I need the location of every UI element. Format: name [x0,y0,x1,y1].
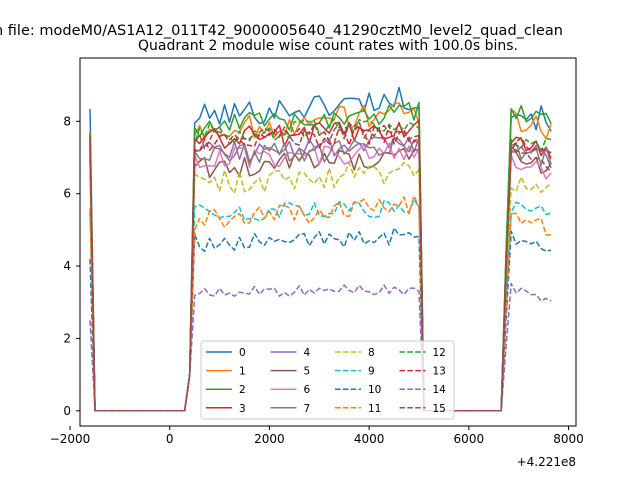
legend-label-8: 8 [368,347,375,359]
legend-label-15: 15 [433,403,446,415]
legend-label-4: 4 [304,347,311,359]
chart-title: Quadrant 2 module wise count rates with … [138,38,518,54]
axis-ticks: −2000 0 2000 4000 6000 8000 0 2 4 6 8 [50,114,584,446]
legend-label-3: 3 [239,403,246,415]
x-tick-label: 0 [166,432,174,446]
legend-label-0: 0 [239,347,246,359]
legend-label-14: 14 [433,384,447,396]
x-tick-label: 4000 [354,432,385,446]
legend-label-5: 5 [304,366,311,378]
legend-label-6: 6 [304,384,311,396]
plot-area [89,86,552,412]
legend-label-13: 13 [433,366,446,378]
y-tick-label: 4 [63,259,71,273]
x-tick-label: 8000 [553,432,584,446]
y-tick-label: 0 [63,404,71,418]
series-line-15 [89,121,552,412]
x-tick-label: −2000 [50,432,91,446]
axes-frame [79,57,577,427]
y-tick-label: 6 [63,187,71,201]
figure-suptitle: n file: modeM0/AS1A12_011T42_9000005640_… [0,23,563,39]
legend-label-2: 2 [239,384,246,396]
legend-label-10: 10 [368,384,381,396]
x-tick-label: 2000 [254,432,285,446]
series-line-10 [89,227,552,412]
x-tick-label: 6000 [454,432,485,446]
x-axis-offset-text: +4.221e8 [517,455,576,469]
legend-label-11: 11 [368,403,381,415]
legend-label-1: 1 [239,366,246,378]
legend-box [200,340,455,420]
y-tick-label: 8 [63,114,71,128]
y-tick-label: 2 [63,331,71,345]
legend-label-7: 7 [304,403,311,415]
legend-label-12: 12 [433,347,446,359]
legend-label-9: 9 [368,366,375,378]
